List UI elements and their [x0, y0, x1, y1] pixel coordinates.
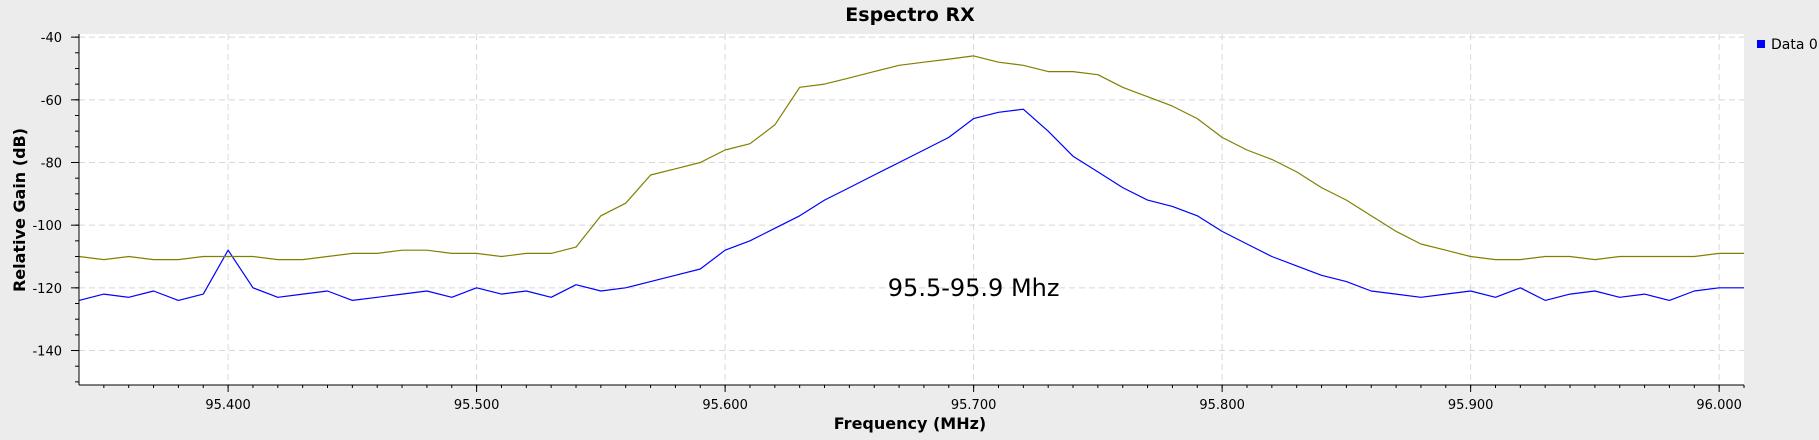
- y-tick-label-0: -40: [41, 31, 62, 46]
- y-axis-label: Relative Gain (dB): [10, 128, 29, 292]
- legend-swatch-data-0: [1757, 40, 1765, 48]
- x-tick-label-1: 95.500: [454, 398, 500, 413]
- x-tick-label-5: 95.900: [1448, 398, 1494, 413]
- chart-title: Espectro RX: [845, 4, 975, 26]
- series-layer: [78, 55, 1744, 301]
- series-line-1: [78, 55, 1744, 261]
- legend-label-data-0: Data 0: [1771, 37, 1818, 53]
- x-tick-label-3: 95.700: [951, 398, 997, 413]
- y-tick-label-4: -120: [32, 282, 62, 297]
- y-tick-label-2: -80: [41, 156, 62, 171]
- frequency-range-annotation: 95.5-95.9 Mhz: [888, 274, 1060, 302]
- y-tick-label-5: -140: [32, 345, 62, 360]
- series-line-0: [78, 108, 1744, 301]
- y-tick-label-3: -100: [32, 219, 62, 234]
- x-axis-ticks: 95.400 95.500 95.600 95.700 95.800 95.900 96.0…: [103, 385, 1745, 413]
- x-tick-label-4: 95.800: [1199, 398, 1245, 413]
- x-tick-label-2: 95.600: [702, 398, 748, 413]
- y-axis-ticks: -40 -60 -80 -100 -120 -140: [32, 31, 79, 383]
- x-tick-label-0: 95.400: [205, 398, 251, 413]
- plot-area: [79, 34, 1744, 385]
- grid: [79, 34, 1744, 385]
- legend: Data 0: [1757, 37, 1818, 53]
- y-tick-label-1: -60: [41, 94, 62, 109]
- x-tick-label-6: 96.000: [1696, 398, 1742, 413]
- x-axis-label: Frequency (MHz): [834, 414, 986, 433]
